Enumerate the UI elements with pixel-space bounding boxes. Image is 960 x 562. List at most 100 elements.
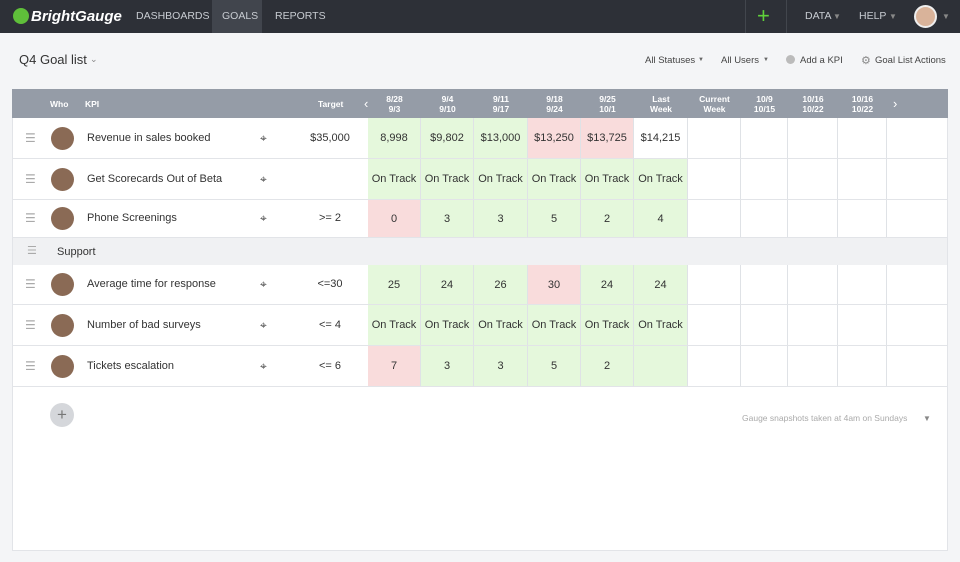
week-cell: [788, 159, 838, 199]
target-icon[interactable]: ⌖: [260, 171, 267, 186]
week-header: 9/3: [388, 104, 401, 114]
row: [13, 265, 947, 305]
week-cell: [838, 159, 887, 199]
week-cell: [688, 159, 741, 199]
week-cell: $9,802: [421, 118, 474, 158]
week-cell: On Track: [528, 305, 581, 345]
avatar: [51, 313, 74, 337]
group-name: Support: [57, 246, 96, 258]
week-cell: On Track: [421, 305, 474, 345]
caret: ▼: [942, 12, 950, 21]
week-cell: On Track: [634, 159, 688, 199]
kpi-name[interactable]: Revenue in sales booked: [87, 131, 211, 144]
kpi-name[interactable]: Average time for response: [87, 278, 216, 290]
caret: ▼: [923, 414, 931, 423]
drag-handle[interactable]: ☰: [25, 211, 36, 225]
icon: ⚙: [861, 55, 871, 67]
row: [13, 305, 947, 346]
drag-handle[interactable]: ☰: [25, 317, 36, 332]
toolbar-action[interactable]: All Users: [721, 55, 760, 66]
week-cell: [741, 305, 788, 345]
target: $35,000: [310, 131, 350, 144]
week-cell: 4: [634, 200, 688, 237]
week-cell: 3: [474, 346, 528, 386]
add-kpi-button[interactable]: +: [50, 403, 74, 427]
week-cell: [788, 305, 838, 345]
week-cell: [688, 200, 741, 237]
week-cell: On Track: [368, 159, 421, 199]
target-icon[interactable]: ⌖: [260, 277, 267, 291]
week-cell: [688, 305, 741, 345]
drag-handle[interactable]: ☰: [25, 130, 36, 145]
target-icon[interactable]: ⌖: [260, 211, 267, 225]
user-avatar[interactable]: [914, 5, 937, 28]
caret: ▼: [833, 12, 841, 21]
week-cell: [741, 265, 788, 304]
target-icon[interactable]: ⌖: [260, 317, 267, 332]
kpi-name[interactable]: Tickets escalation: [87, 359, 175, 372]
target-icon[interactable]: ⌖: [260, 358, 267, 373]
nav-bar: [0, 0, 960, 33]
drag-handle[interactable]: ☰: [25, 358, 36, 373]
list-title[interactable]: Q4 Goal list: [19, 52, 87, 67]
week-header: 9/25: [599, 94, 616, 104]
week-cell: On Track: [474, 159, 528, 199]
drag-handle[interactable]: ☰: [25, 277, 36, 291]
target-icon[interactable]: ⌖: [260, 130, 267, 145]
drag-handle: ☰: [27, 245, 37, 257]
week-cell: On Track: [474, 305, 528, 345]
nav-item[interactable]: REPORTS: [275, 10, 326, 22]
week-header: 10/16: [802, 94, 824, 104]
caret: ▼: [698, 57, 704, 63]
caret: ▼: [889, 12, 897, 21]
prev-week[interactable]: ‹: [364, 96, 369, 111]
week-header: Week: [649, 104, 673, 114]
week-cell: 30: [528, 265, 581, 304]
week-cell: [838, 346, 887, 386]
week-header: 9/17: [492, 104, 510, 114]
row: [13, 118, 947, 159]
add-button[interactable]: +: [757, 3, 770, 28]
week-header: 10/22: [802, 104, 824, 114]
week-header: 9/4: [441, 94, 454, 104]
avatar: [51, 126, 74, 150]
week-cell: 2: [581, 346, 634, 386]
nav-item[interactable]: DASHBOARDS: [136, 10, 210, 22]
week-header: 10/16: [851, 94, 874, 104]
week-cell: 24: [634, 265, 688, 304]
week-cell: 5: [528, 346, 581, 386]
week-cell: 7: [368, 346, 421, 386]
next-week[interactable]: ›: [893, 96, 898, 111]
nav-item[interactable]: HELP: [859, 10, 887, 22]
week-cell: $13,000: [474, 118, 528, 158]
kpi-name[interactable]: Phone Screenings: [87, 212, 177, 224]
header-who: Who: [50, 99, 69, 109]
week-cell: 5: [528, 200, 581, 237]
drag-handle[interactable]: ☰: [25, 171, 36, 186]
header-kpi: KPI: [85, 99, 100, 109]
week-cell: On Track: [634, 305, 688, 345]
target: >= 2: [318, 212, 342, 224]
table-header: [12, 89, 948, 118]
week-cell: On Track: [421, 159, 474, 199]
week-cell: [741, 159, 788, 199]
week-cell: 0: [368, 200, 421, 237]
brand[interactable]: BrightGauge: [31, 8, 122, 25]
week-header: 10/15: [753, 104, 776, 114]
nav-item[interactable]: DATA: [805, 10, 832, 22]
week-cell: On Track: [581, 305, 634, 345]
week-cell: [788, 118, 838, 158]
week-cell: [788, 346, 838, 386]
toolbar-action[interactable]: Goal List Actions: [875, 55, 946, 66]
toolbar-action[interactable]: Add a KPI: [800, 55, 843, 66]
icon: [786, 55, 795, 64]
nav-item[interactable]: GOALS: [222, 10, 259, 22]
header-target: Target: [318, 99, 344, 109]
week-cell: On Track: [368, 305, 421, 345]
toolbar-action[interactable]: All Statuses: [645, 55, 696, 66]
week-cell: $14,215: [634, 118, 688, 158]
kpi-name[interactable]: Get Scorecards Out of Beta: [87, 172, 223, 185]
week-cell: [688, 265, 741, 304]
kpi-name[interactable]: Number of bad surveys: [87, 318, 201, 331]
